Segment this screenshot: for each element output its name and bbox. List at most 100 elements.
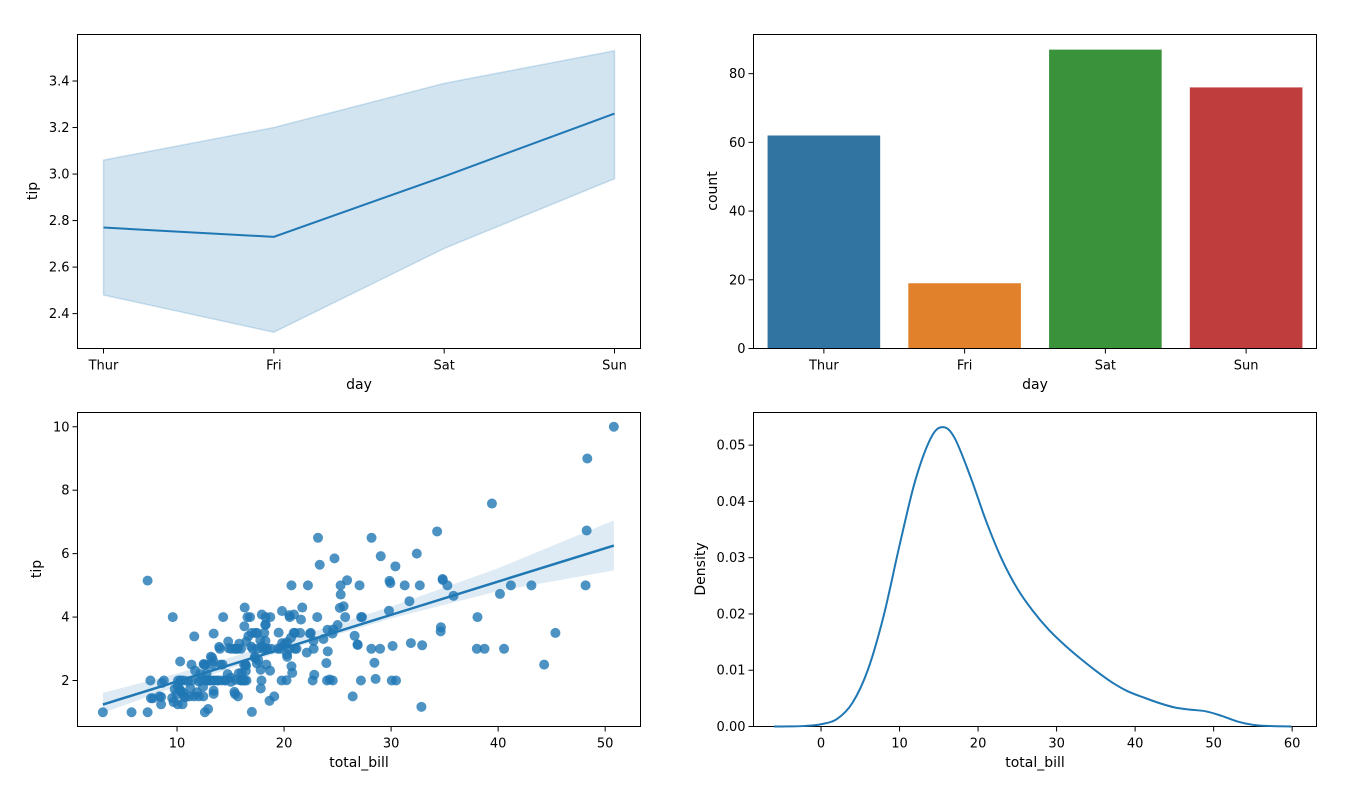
scatter-chart-ytick-label: 4 <box>61 611 69 626</box>
scatter-point <box>147 693 158 704</box>
scatter-point <box>230 674 241 685</box>
bar-thur <box>767 135 881 349</box>
line-chart-ci-band <box>102 49 616 334</box>
scatter-point <box>505 580 516 591</box>
scatter-point <box>335 589 346 600</box>
scatter-point <box>581 525 592 536</box>
scatter-point <box>435 622 446 633</box>
kde-chart-ytick-label: 0.00 <box>717 720 746 735</box>
line-chart-ytick-label: 2.4 <box>49 307 70 322</box>
line-chart-ytick-label: 3.0 <box>49 168 70 183</box>
bar-chart-ytick-label: 60 <box>729 136 746 151</box>
scatter-point <box>175 656 186 667</box>
scatter-point <box>526 580 537 591</box>
scatter-point <box>411 548 422 559</box>
line-chart-series-line <box>103 112 615 238</box>
bar-chart-ytick-label: 80 <box>729 67 746 82</box>
scatter-point <box>416 701 427 712</box>
scatter-point <box>486 498 497 509</box>
scatter-point <box>97 707 108 718</box>
scatter-point <box>321 658 332 669</box>
bar-chart-ytick-label: 0 <box>737 342 745 357</box>
scatter-point <box>340 612 351 623</box>
line-chart-xtick-label: Thur <box>88 359 119 374</box>
scatter-point <box>352 639 363 650</box>
scatter-point <box>286 580 297 591</box>
scatter-point <box>369 657 380 668</box>
scatter-point <box>259 627 270 638</box>
scatter-point <box>167 612 178 623</box>
scatter-point <box>288 627 299 638</box>
scatter-point <box>276 675 287 686</box>
line-chart-frame <box>77 34 641 349</box>
scatter-point <box>386 675 397 686</box>
scatter-point <box>142 575 153 586</box>
scatter-point <box>208 628 219 639</box>
line-chart-ytick-label: 3.4 <box>49 75 70 90</box>
scatter-chart-ytick-label: 8 <box>61 484 69 499</box>
kde-chart-xtick-label: 50 <box>1205 737 1222 752</box>
scatter-point <box>334 602 345 613</box>
scatter-chart-tip-vs-total-bill: 10 20 30 40 50 2 4 6 8 10 total_bill tip <box>29 412 641 771</box>
scatter-point <box>242 612 253 623</box>
scatter-point <box>251 627 262 638</box>
scatter-point <box>142 707 153 718</box>
line-chart-xtick-label: Sun <box>602 359 627 374</box>
scatter-chart-xtick-label: 20 <box>276 737 293 752</box>
scatter-point <box>332 620 343 631</box>
kde-chart-ytick-label: 0.02 <box>717 607 746 622</box>
scatter-point <box>390 561 401 572</box>
scatter-point <box>304 628 315 639</box>
scatter-point <box>126 707 137 718</box>
scatter-point <box>208 688 219 699</box>
scatter-point <box>432 526 443 537</box>
scatter-point <box>356 612 367 623</box>
scatter-point <box>608 421 619 432</box>
scatter-point <box>207 659 218 670</box>
scatter-point <box>231 643 242 654</box>
scatter-point <box>277 606 288 617</box>
scatter-point <box>375 643 386 654</box>
kde-chart-xtick-label: 20 <box>970 737 987 752</box>
scatter-point <box>370 673 381 684</box>
scatter-point <box>329 553 340 564</box>
scatter-point <box>239 621 250 632</box>
scatter-chart-xtick-label: 40 <box>490 737 507 752</box>
kde-chart-frame <box>753 412 1317 727</box>
bar-chart-xtick-label: Thur <box>808 359 839 374</box>
scatter-point <box>414 580 425 591</box>
line-chart-ylabel: tip <box>25 182 41 200</box>
scatter-point <box>302 580 313 591</box>
kde-chart-ytick-label: 0.01 <box>717 664 746 679</box>
line-chart-tip-by-day: 2.4 2.6 2.8 3.0 3.2 3.4 Thur Fri Sat Sun day tip <box>25 34 641 393</box>
scatter-point <box>366 643 377 654</box>
scatter-point <box>499 643 510 654</box>
scatter-point <box>265 665 276 676</box>
scatter-point <box>550 627 561 638</box>
scatter-point <box>479 643 490 654</box>
scatter-point <box>238 675 249 686</box>
scatter-chart-ylabel: tip <box>29 560 45 578</box>
scatter-point <box>265 612 276 623</box>
kde-chart-total-bill-density: 0 10 20 30 40 50 60 0.00 0.01 0.02 0.03 0.04 0.05 to… <box>693 412 1317 771</box>
scatter-chart-xlabel: total_bill <box>329 755 389 771</box>
scatter-point <box>347 691 358 702</box>
scatter-point <box>375 551 386 562</box>
scatter-point <box>156 699 167 710</box>
regression-line <box>102 544 615 706</box>
scatter-point <box>246 706 257 717</box>
scatter-point <box>399 580 410 591</box>
scatter-point <box>199 707 210 718</box>
scatter-chart-xtick-label: 30 <box>383 737 400 752</box>
scatter-point <box>342 575 353 586</box>
bar-chart-frame <box>753 34 1317 349</box>
kde-curve <box>773 426 1292 728</box>
kde-chart-ytick-label: 0.05 <box>717 439 746 454</box>
scatter-chart-ytick-label: 10 <box>53 420 70 435</box>
kde-chart-xtick-label: 0 <box>817 737 825 752</box>
bar-chart-xtick-label: Sat <box>1095 359 1116 374</box>
kde-chart-xtick-label: 10 <box>891 737 908 752</box>
scatter-point <box>297 602 308 613</box>
kde-chart-xtick-label: 60 <box>1284 737 1301 752</box>
